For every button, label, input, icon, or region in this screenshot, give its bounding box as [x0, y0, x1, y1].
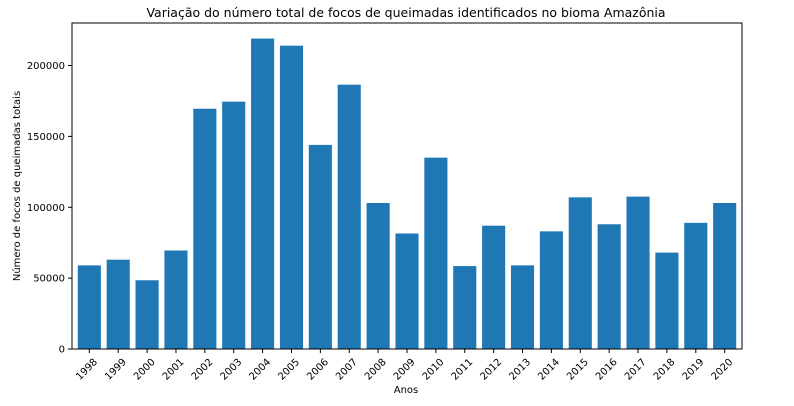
bar-2014: [539, 231, 563, 349]
bar-2010: [424, 157, 448, 349]
x-tick-label: 1998: [74, 357, 100, 383]
bar-1999: [106, 259, 130, 349]
x-tick-label: 2002: [190, 357, 216, 383]
bar-2004: [251, 38, 275, 350]
y-tick-label: 0: [59, 345, 65, 356]
x-tick-label: 2017: [623, 357, 649, 383]
bar-2002: [193, 108, 217, 349]
x-tick-label: 2008: [363, 357, 389, 383]
x-tick-label: 2011: [450, 357, 476, 383]
x-tick-label: 2016: [594, 357, 620, 383]
bar-2009: [395, 233, 419, 349]
y-axis-label: Número de focos de queimadas totais: [11, 91, 23, 281]
y-ticks-group: 0 50000 100000 150000 200000: [27, 61, 72, 356]
x-tick-label: 2019: [681, 357, 707, 383]
x-tick-label: 2010: [421, 357, 447, 383]
bar-2015: [568, 197, 592, 349]
x-tick-label: 2009: [392, 357, 418, 383]
x-tick-label: 2001: [161, 357, 187, 383]
x-tick-label: 2005: [276, 357, 302, 383]
x-tick-label: 2000: [132, 357, 158, 383]
x-tick-label: 2007: [334, 357, 360, 383]
bar-2013: [510, 265, 535, 349]
x-tick-label: 2003: [219, 357, 245, 383]
bar-2018: [655, 252, 679, 349]
x-ticks-group: 1998 1999 2000 2001 2002 2003 2004 2005 2006 2007…: [74, 349, 735, 383]
x-tick-label: 1999: [103, 357, 129, 383]
x-tick-label: 2006: [305, 357, 331, 383]
y-tick-label: 100000: [27, 203, 65, 214]
x-tick-label: 2013: [507, 357, 533, 383]
chart-title: Variação do número total de focos de que…: [146, 5, 665, 20]
bar-1998: [77, 265, 101, 349]
bar-2011: [453, 266, 477, 349]
bar-2020: [713, 203, 737, 349]
bars-group: [77, 38, 737, 350]
bar-2001: [164, 250, 188, 349]
x-axis-label: Anos: [394, 385, 419, 396]
bar-2017: [626, 196, 650, 349]
plot-area-frame: [71, 22, 743, 350]
bar-2019: [684, 222, 708, 349]
bar-2012: [482, 225, 506, 349]
y-tick-label: 150000: [27, 132, 65, 143]
bar-2005: [279, 45, 304, 350]
x-tick-label: 2020: [710, 357, 736, 383]
x-tick-label: 2015: [565, 357, 591, 383]
y-tick-label: 200000: [27, 61, 65, 72]
bar-2008: [366, 203, 390, 349]
bar-2007: [337, 84, 361, 349]
x-tick-label: 2004: [247, 357, 273, 383]
bar-2006: [308, 144, 332, 349]
bar-2003: [222, 101, 246, 349]
bar-2016: [597, 224, 621, 349]
x-tick-label: 2012: [479, 357, 505, 383]
x-tick-label: 2018: [652, 357, 678, 383]
bar-2000: [135, 280, 159, 349]
y-tick-label: 50000: [33, 274, 65, 285]
x-tick-label: 2014: [536, 357, 562, 383]
